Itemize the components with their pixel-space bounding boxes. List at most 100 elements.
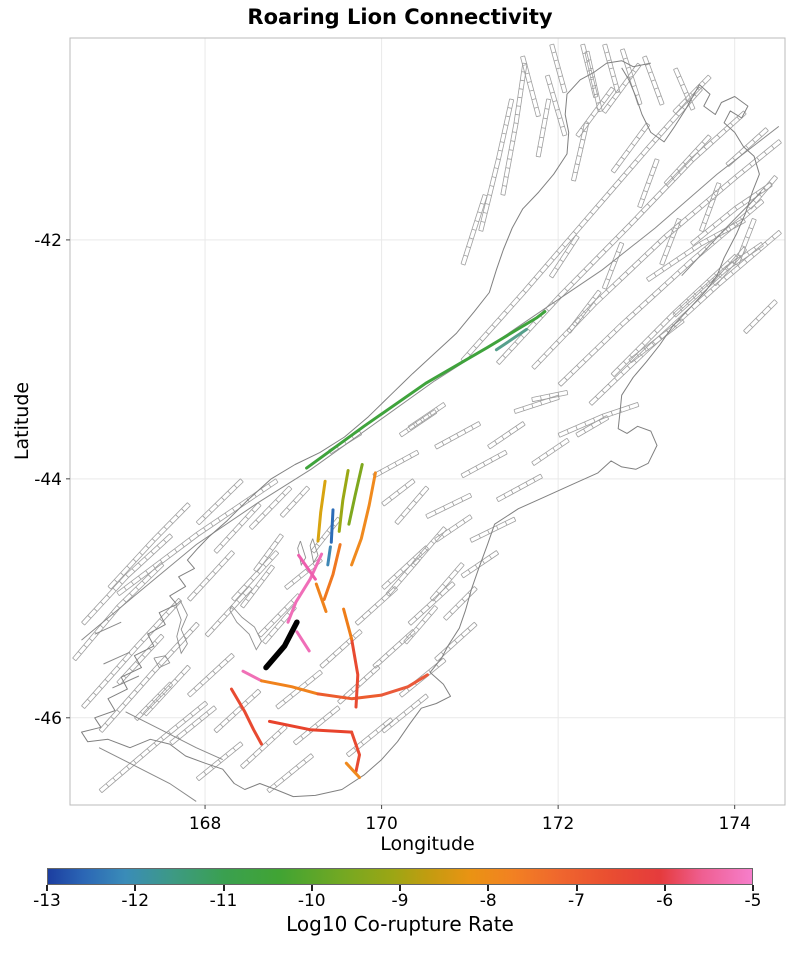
rupture-red-south-tail <box>350 730 361 773</box>
fault-ribbon <box>253 533 284 573</box>
fault-ribbon <box>403 605 439 645</box>
rupture-orange-horizontal <box>260 679 320 696</box>
coastline-layer <box>81 60 760 798</box>
colorbar-tick-label: -9 <box>391 891 409 911</box>
fault-ribbon <box>637 158 660 209</box>
fault-ribbon <box>487 421 526 450</box>
chart-title: Roaring Lion Connectivity <box>247 5 553 29</box>
y-tick-label: -44 <box>34 470 62 490</box>
colorbar-tick-mark <box>222 885 225 891</box>
fault-ribbon <box>231 550 280 602</box>
fault-ribbon <box>725 127 769 167</box>
colorbar-tick-label: -6 <box>656 891 674 911</box>
rupture-orange-mid <box>322 543 342 601</box>
colorbar-label: Log10 Co-rupture Rate <box>286 912 514 936</box>
colorbar-tick-label: -5 <box>744 891 762 911</box>
fault-ribbon <box>204 586 253 638</box>
colorbar-tick-mark <box>134 885 137 891</box>
fault-ribbon <box>107 502 191 590</box>
rupture-redorange-horizontal <box>316 692 384 701</box>
rupture-layer <box>230 310 547 779</box>
fault-ribbon <box>500 62 528 196</box>
fault-trace <box>81 126 780 641</box>
colorbar-tick-mark <box>575 885 578 891</box>
fault-ribbon <box>602 43 621 94</box>
fault-ribbon <box>169 705 217 746</box>
rupture-pink-near-target <box>295 630 311 653</box>
fault-trace <box>112 675 140 689</box>
fault-trace <box>98 747 197 802</box>
rupture-alpine-green <box>305 310 547 470</box>
fault-ribbon <box>628 318 685 364</box>
lake-outline <box>229 605 263 651</box>
rupture-orange-cross <box>314 582 328 613</box>
fault-ribbon <box>98 621 200 733</box>
fault-ribbon <box>469 516 517 543</box>
fault-ribbon <box>496 473 543 503</box>
rupture-lightblue-segment <box>326 545 332 567</box>
fault-ribbon <box>460 550 500 579</box>
axis-ticks: 168 170 172 174 -42 -44 -46 <box>34 231 751 834</box>
fault-ribbon <box>747 175 778 210</box>
fault-trace <box>125 711 223 761</box>
fault-ribbon <box>531 390 569 403</box>
colorbar-tick-mark <box>46 885 48 891</box>
fault-ribbon <box>284 557 323 590</box>
rupture-alpine-teal <box>494 328 528 352</box>
rupture-orange-south-short <box>344 761 361 779</box>
fault-ribbon <box>712 246 748 287</box>
fault-trace <box>94 621 122 635</box>
fault-ribbon <box>496 110 747 365</box>
rupture-orange-branch-east <box>350 471 377 567</box>
fault-ribbon <box>734 218 757 266</box>
fault-ribbon <box>240 564 275 609</box>
colorbar-tick-label: -10 <box>297 891 326 911</box>
x-tick-label: 170 <box>365 814 397 834</box>
fault-ribbon <box>429 562 465 602</box>
fault-ribbon <box>743 299 778 334</box>
fault-ribbon <box>434 421 482 450</box>
fault-ribbon <box>544 74 568 137</box>
fault-ribbon <box>520 55 541 118</box>
fault-ribbon <box>659 218 682 266</box>
rupture-olive-branch <box>337 469 350 533</box>
rupture-pink-west-short <box>241 669 263 683</box>
fault-ribbon <box>425 492 473 519</box>
fault-ribbon <box>460 449 508 479</box>
fault-ribbon <box>673 67 696 111</box>
fault-ribbon <box>116 478 279 597</box>
rupture-red-west-curve <box>230 687 263 746</box>
fault-ribbon <box>394 485 430 525</box>
fault-network-layer <box>72 43 782 802</box>
y-tick-label: -46 <box>34 709 62 729</box>
fault-ribbon <box>385 557 421 597</box>
lake-outline <box>297 540 307 567</box>
fault-ribbon <box>407 581 456 626</box>
fault-ribbon <box>460 86 703 363</box>
fault-ribbon <box>434 514 473 543</box>
fault-ribbon <box>195 741 244 782</box>
fault-ribbon <box>478 98 515 232</box>
fault-ribbon <box>619 48 643 106</box>
x-tick-label: 168 <box>189 814 221 834</box>
gridlines <box>70 38 785 805</box>
rupture-red-horizontal-south <box>268 719 354 734</box>
colorbar-tick-label: -8 <box>479 891 497 911</box>
y-tick-label: -42 <box>34 231 62 251</box>
fault-ribbon <box>310 516 342 554</box>
rupture-yellowgreen-branch <box>347 463 364 526</box>
target-fault-roaring-lion <box>263 619 300 671</box>
fault-ribbon <box>266 753 314 794</box>
fault-ribbon <box>513 394 560 414</box>
rupture-pink-cross <box>297 553 317 581</box>
fault-ribbon <box>699 182 722 233</box>
fault-ribbon <box>98 700 209 794</box>
fault-ribbon <box>557 198 765 387</box>
fault-ribbon <box>81 598 182 709</box>
fault-ribbon <box>279 485 310 518</box>
plot-frame <box>69 37 786 806</box>
fault-ribbon <box>381 478 416 507</box>
fault-ribbon <box>549 43 568 94</box>
